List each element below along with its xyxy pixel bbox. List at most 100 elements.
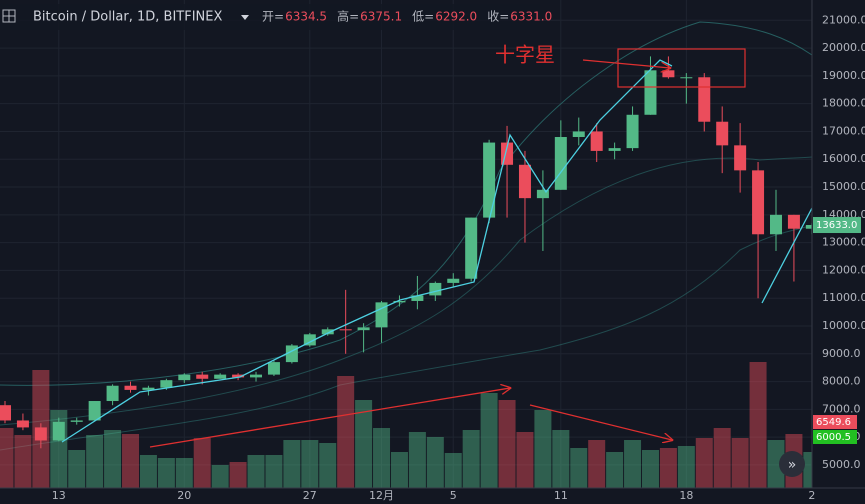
candle-body bbox=[339, 329, 352, 331]
volume-bar bbox=[122, 434, 140, 488]
x-tick-label: 12月 bbox=[369, 489, 394, 502]
legend-label: 收= bbox=[487, 10, 509, 24]
candle-body bbox=[142, 387, 155, 390]
annotation: 十字星 bbox=[495, 43, 555, 67]
band-lower bbox=[0, 224, 813, 451]
y-tick-label: 19000.0 bbox=[822, 69, 865, 82]
volume-bar bbox=[462, 430, 480, 488]
volume-bar bbox=[570, 448, 588, 488]
y-tick-label: 9000.0 bbox=[822, 347, 861, 360]
volume-bar bbox=[265, 455, 283, 488]
legend-value: 6375.1 bbox=[360, 10, 402, 24]
volume-bar bbox=[444, 453, 462, 488]
candle-body bbox=[178, 374, 191, 381]
volume-bar bbox=[606, 452, 624, 488]
candle-body bbox=[88, 401, 101, 421]
y-tick-label: 16000.0 bbox=[822, 152, 865, 165]
legend-label: 高= bbox=[337, 9, 359, 24]
volume-bar bbox=[552, 430, 570, 488]
volume-bar bbox=[0, 428, 14, 488]
candle-body bbox=[321, 329, 334, 335]
volume-bar bbox=[641, 450, 659, 488]
legend-label: 开= bbox=[262, 10, 284, 24]
candle-body bbox=[106, 385, 119, 402]
candle-body bbox=[303, 334, 316, 346]
candle-body bbox=[572, 131, 585, 138]
y-tick-label: 20000.0 bbox=[822, 41, 865, 54]
candle-body bbox=[518, 164, 531, 199]
y-tick-label: 11000.0 bbox=[822, 291, 865, 304]
volume-bar bbox=[588, 440, 606, 488]
arrow bbox=[149, 388, 510, 448]
candle-body bbox=[608, 148, 621, 151]
candle-body bbox=[411, 295, 424, 301]
x-tick-label: 5 bbox=[450, 489, 457, 502]
candle-body bbox=[716, 121, 729, 146]
legend-value: 6334.5 bbox=[285, 10, 327, 24]
volume-bar bbox=[480, 393, 498, 488]
layout-icon[interactable] bbox=[2, 9, 16, 23]
volume-bar bbox=[319, 443, 337, 488]
candle-body bbox=[680, 77, 693, 79]
candle-body bbox=[644, 70, 657, 115]
dropdown-icon[interactable] bbox=[241, 15, 249, 20]
candle-body bbox=[536, 189, 549, 199]
arrow bbox=[529, 404, 672, 440]
header-bg bbox=[0, 4, 540, 30]
volume-bar bbox=[104, 430, 122, 488]
volume-bar bbox=[713, 428, 731, 488]
volume-bar bbox=[534, 410, 552, 488]
volume-bar bbox=[283, 440, 301, 488]
candle-body bbox=[787, 214, 800, 229]
volume-bar bbox=[624, 440, 642, 488]
candle-body bbox=[554, 137, 567, 190]
y-tick-label: 18000.0 bbox=[822, 97, 865, 110]
volume-bar bbox=[337, 376, 355, 488]
volume-bar bbox=[301, 440, 319, 488]
volume-bar bbox=[193, 438, 211, 488]
y-tick-label: 21000.0 bbox=[822, 13, 865, 26]
volume-bar bbox=[247, 455, 265, 488]
candle-body bbox=[232, 374, 245, 378]
last-price-badge bbox=[813, 217, 861, 234]
volume-bar bbox=[516, 432, 534, 488]
y-tick-label: 10000.0 bbox=[822, 319, 865, 332]
candle-body bbox=[52, 421, 65, 441]
legend-value: 6292.0 bbox=[435, 10, 477, 24]
symbol-title[interactable]: Bitcoin / Dollar, 1D, BITFINEX bbox=[33, 10, 222, 25]
volume-bar bbox=[229, 462, 247, 488]
legend-label: 低= bbox=[412, 10, 434, 24]
y-tick-label: 13000.0 bbox=[822, 236, 865, 249]
candle-body bbox=[626, 114, 639, 149]
candle-body bbox=[124, 385, 137, 390]
candle-body bbox=[0, 405, 11, 421]
candle-body bbox=[590, 131, 603, 151]
volume-badge bbox=[813, 430, 857, 444]
candle-body bbox=[196, 374, 209, 379]
candle-body bbox=[393, 300, 406, 303]
candle-body bbox=[16, 420, 29, 428]
band-upper bbox=[0, 21, 813, 386]
y-tick-label: 12000.0 bbox=[822, 263, 865, 276]
x-tick-label: 13 bbox=[52, 489, 66, 502]
volume-bar bbox=[408, 432, 426, 488]
y-tick-label: 8000.0 bbox=[822, 375, 861, 388]
volume-bar bbox=[211, 465, 229, 488]
x-tick-label: 27 bbox=[303, 489, 317, 502]
scroll-icon[interactable]: » bbox=[788, 457, 797, 473]
x-tick-label: 11 bbox=[554, 489, 568, 502]
candle-body bbox=[214, 374, 227, 379]
highlight-box bbox=[617, 48, 746, 88]
volume-label: 6000.5 bbox=[816, 432, 851, 443]
volume-bar bbox=[355, 400, 373, 488]
trend-line bbox=[761, 207, 813, 304]
candle-body bbox=[698, 77, 711, 122]
scroll-button[interactable] bbox=[779, 451, 805, 477]
volume-bar bbox=[767, 440, 785, 488]
volume-badge bbox=[813, 415, 857, 429]
volume-bar bbox=[139, 455, 157, 488]
volume-bar bbox=[390, 452, 408, 488]
volume-bar bbox=[426, 437, 444, 488]
volume-bar bbox=[86, 435, 104, 488]
